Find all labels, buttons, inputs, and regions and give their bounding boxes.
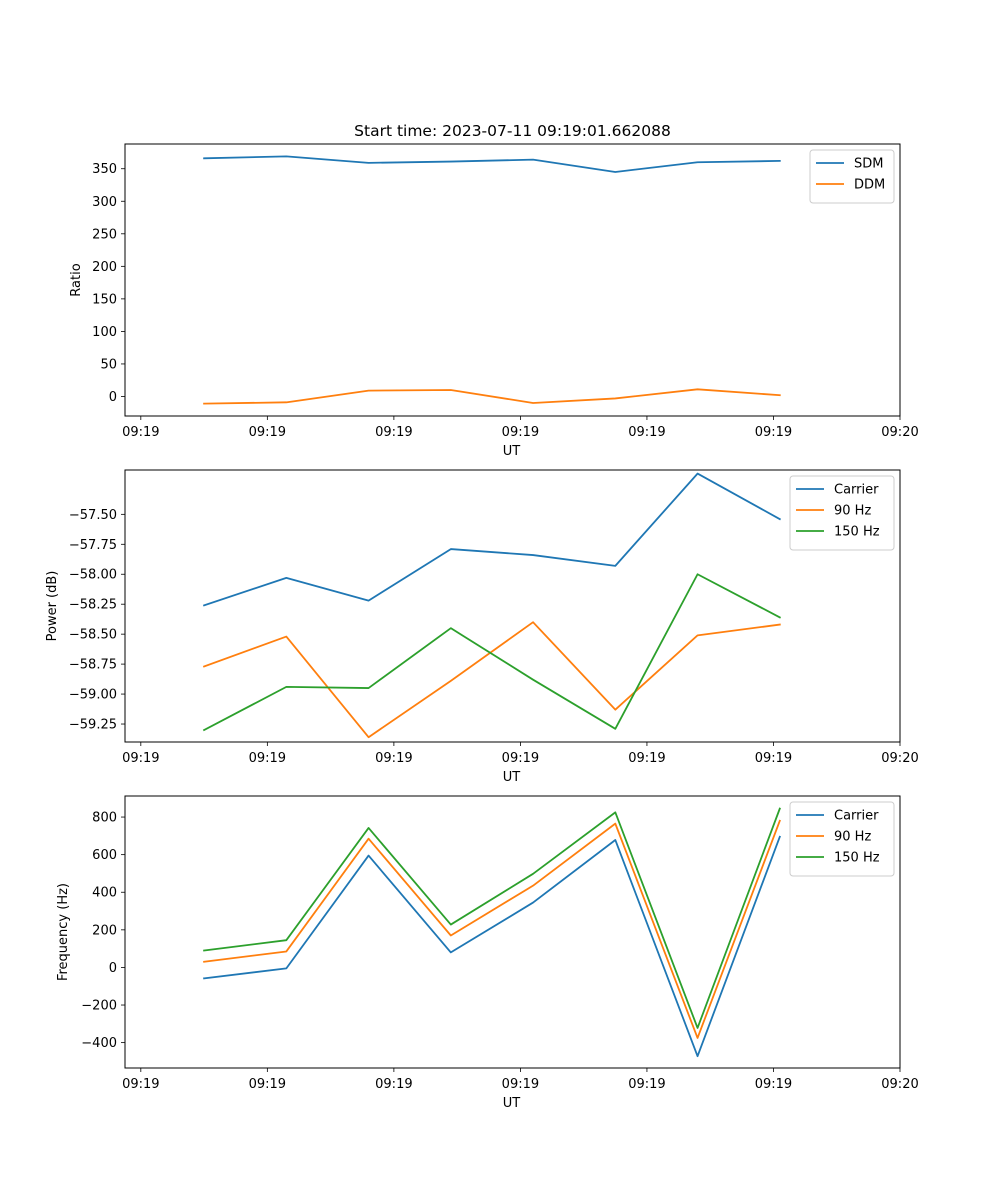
y-tick-label: −58.50 [69, 628, 117, 643]
axes-frame [124, 143, 901, 417]
y-tick-label: 50 [100, 357, 117, 372]
y-tick-label: 150 [92, 292, 117, 307]
axes-frame [124, 795, 901, 1069]
x-tick-label: 09:20 [881, 1077, 918, 1092]
y-tick-label: 350 [92, 162, 117, 177]
y-tick-label: −400 [81, 1036, 117, 1051]
series-line-90-hz [203, 819, 781, 1039]
y-tick-label: 200 [92, 923, 117, 938]
legend-label: 90 Hz [834, 830, 871, 845]
x-axis-label: UT [503, 444, 521, 459]
x-tick-label: 09:19 [628, 1077, 665, 1092]
x-tick-label: 09:19 [502, 1077, 539, 1092]
x-tick-label: 09:19 [375, 1077, 412, 1092]
y-tick-label: 100 [92, 325, 117, 340]
y-tick-label: −200 [81, 999, 117, 1014]
chart-panel-3: 09:19 09:19 09:19 09:19 09:19 09:19 09:20 −400 −… [56, 795, 919, 1111]
x-tick-label: 09:20 [881, 425, 918, 440]
x-tick-label: 09:19 [375, 425, 412, 440]
x-tick-label: 09:19 [375, 751, 412, 766]
legend-label: DDM [854, 178, 885, 193]
x-tick-label: 09:19 [502, 751, 539, 766]
y-tick-label: −58.00 [69, 568, 117, 583]
legend: SDM DDM [809, 149, 895, 204]
legend-label: 150 Hz [834, 851, 880, 866]
y-tick-label: 400 [92, 886, 117, 901]
x-tick-label: 09:19 [122, 425, 159, 440]
legend: Carrier 90 Hz 150 Hz [789, 801, 895, 877]
y-axis-label: Frequency (Hz) [56, 883, 71, 981]
y-tick-label: −59.25 [69, 718, 117, 733]
x-tick-label: 09:19 [249, 751, 286, 766]
legend-label: Carrier [834, 483, 879, 498]
x-tick-label: 09:19 [628, 751, 665, 766]
series-line-150-hz [202, 573, 782, 732]
x-tick-label: 09:20 [881, 751, 918, 766]
y-axis-label: Ratio [69, 263, 84, 296]
x-tick-label: 09:19 [755, 1077, 792, 1092]
y-tick-label: −59.00 [69, 688, 117, 703]
y-tick-label: −57.50 [69, 508, 117, 523]
series-line-150-hz [203, 807, 781, 1029]
series-line-90-hz [202, 621, 781, 739]
chart-panel-2: 09:19 09:19 09:19 09:19 09:19 09:19 09:20 −59.2… [45, 469, 919, 785]
x-axis-label: UT [503, 1096, 521, 1111]
x-tick-label: 09:19 [755, 751, 792, 766]
x-tick-label: 09:19 [755, 425, 792, 440]
y-tick-label: 250 [92, 227, 117, 242]
x-tick-label: 09:19 [502, 425, 539, 440]
x-tick-label: 09:19 [628, 425, 665, 440]
y-tick-label: −57.75 [69, 538, 117, 553]
x-tick-label: 09:19 [249, 425, 286, 440]
legend-label: SDM [854, 157, 883, 172]
axes-frame [124, 469, 901, 743]
series-line-ddm [203, 388, 781, 405]
y-tick-label: 300 [92, 195, 117, 210]
legend-label: 90 Hz [834, 504, 871, 519]
y-tick-label: −58.25 [69, 598, 117, 613]
series-line-sdm [203, 155, 781, 173]
x-axis-label: UT [503, 770, 521, 785]
chart-panels: 09:19 09:19 09:19 09:19 09:19 09:19 09:20 0 50 10… [45, 143, 919, 1111]
legend-label: Carrier [834, 809, 879, 824]
y-tick-label: 800 [92, 811, 117, 826]
y-tick-label: 0 [109, 390, 117, 405]
chart-panel-1: 09:19 09:19 09:19 09:19 09:19 09:19 09:20 0 50 10… [69, 143, 919, 459]
series-line-carrier [202, 472, 782, 607]
y-tick-label: 0 [109, 961, 117, 976]
series-line-carrier [203, 835, 781, 1058]
y-tick-label: −58.75 [69, 658, 117, 673]
x-tick-label: 09:19 [249, 1077, 286, 1092]
y-tick-label: 600 [92, 848, 117, 863]
legend: Carrier 90 Hz 150 Hz [789, 475, 895, 551]
y-tick-label: 200 [92, 260, 117, 275]
legend-label: 150 Hz [834, 525, 880, 540]
x-tick-label: 09:19 [122, 1077, 159, 1092]
x-tick-label: 09:19 [122, 751, 159, 766]
chart-title: Start time: 2023-07-11 09:19:01.662088 [354, 122, 671, 140]
y-axis-label: Power (dB) [45, 571, 60, 642]
